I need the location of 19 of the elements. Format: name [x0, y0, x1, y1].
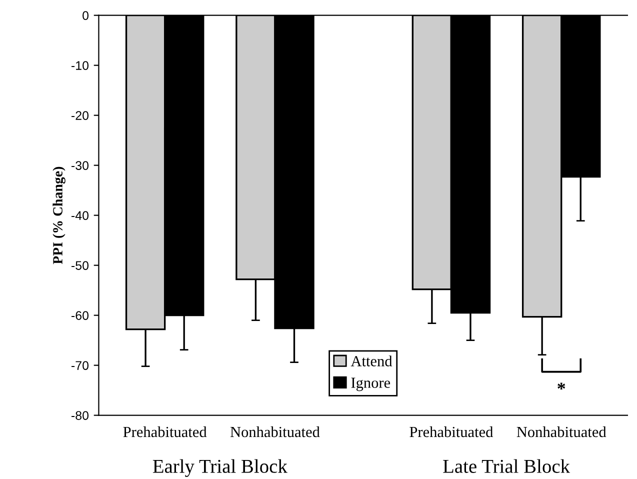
y-tick-label: -40 — [72, 211, 89, 220]
annotation: * — [558, 382, 566, 390]
legend-label: Ignore — [351, 378, 390, 392]
x-tick-label: Prehabituated — [123, 426, 207, 438]
y-tick-label: -80 — [72, 411, 89, 420]
y-tick-label: -10 — [72, 61, 89, 70]
y-tick-label: -30 — [72, 161, 89, 170]
legend-label: Attend — [350, 356, 392, 366]
x-tick-label: Nonhabituated — [516, 426, 606, 438]
text: Early Trial Block — [152, 459, 288, 477]
x-tick-label: Nonhabituated — [230, 426, 320, 438]
y-tick-label: -20 — [72, 111, 89, 120]
y-tick-label: -60 — [72, 311, 89, 320]
x-tick-label: Prehabituated — [410, 426, 494, 438]
text: Late Trial Block — [443, 459, 570, 473]
y-tick-label: -50 — [72, 261, 89, 270]
y-tick-label: 0 — [82, 11, 89, 20]
y-tick-label: -70 — [72, 361, 89, 370]
y-axis-title: PPI (% Change) — [52, 166, 66, 264]
